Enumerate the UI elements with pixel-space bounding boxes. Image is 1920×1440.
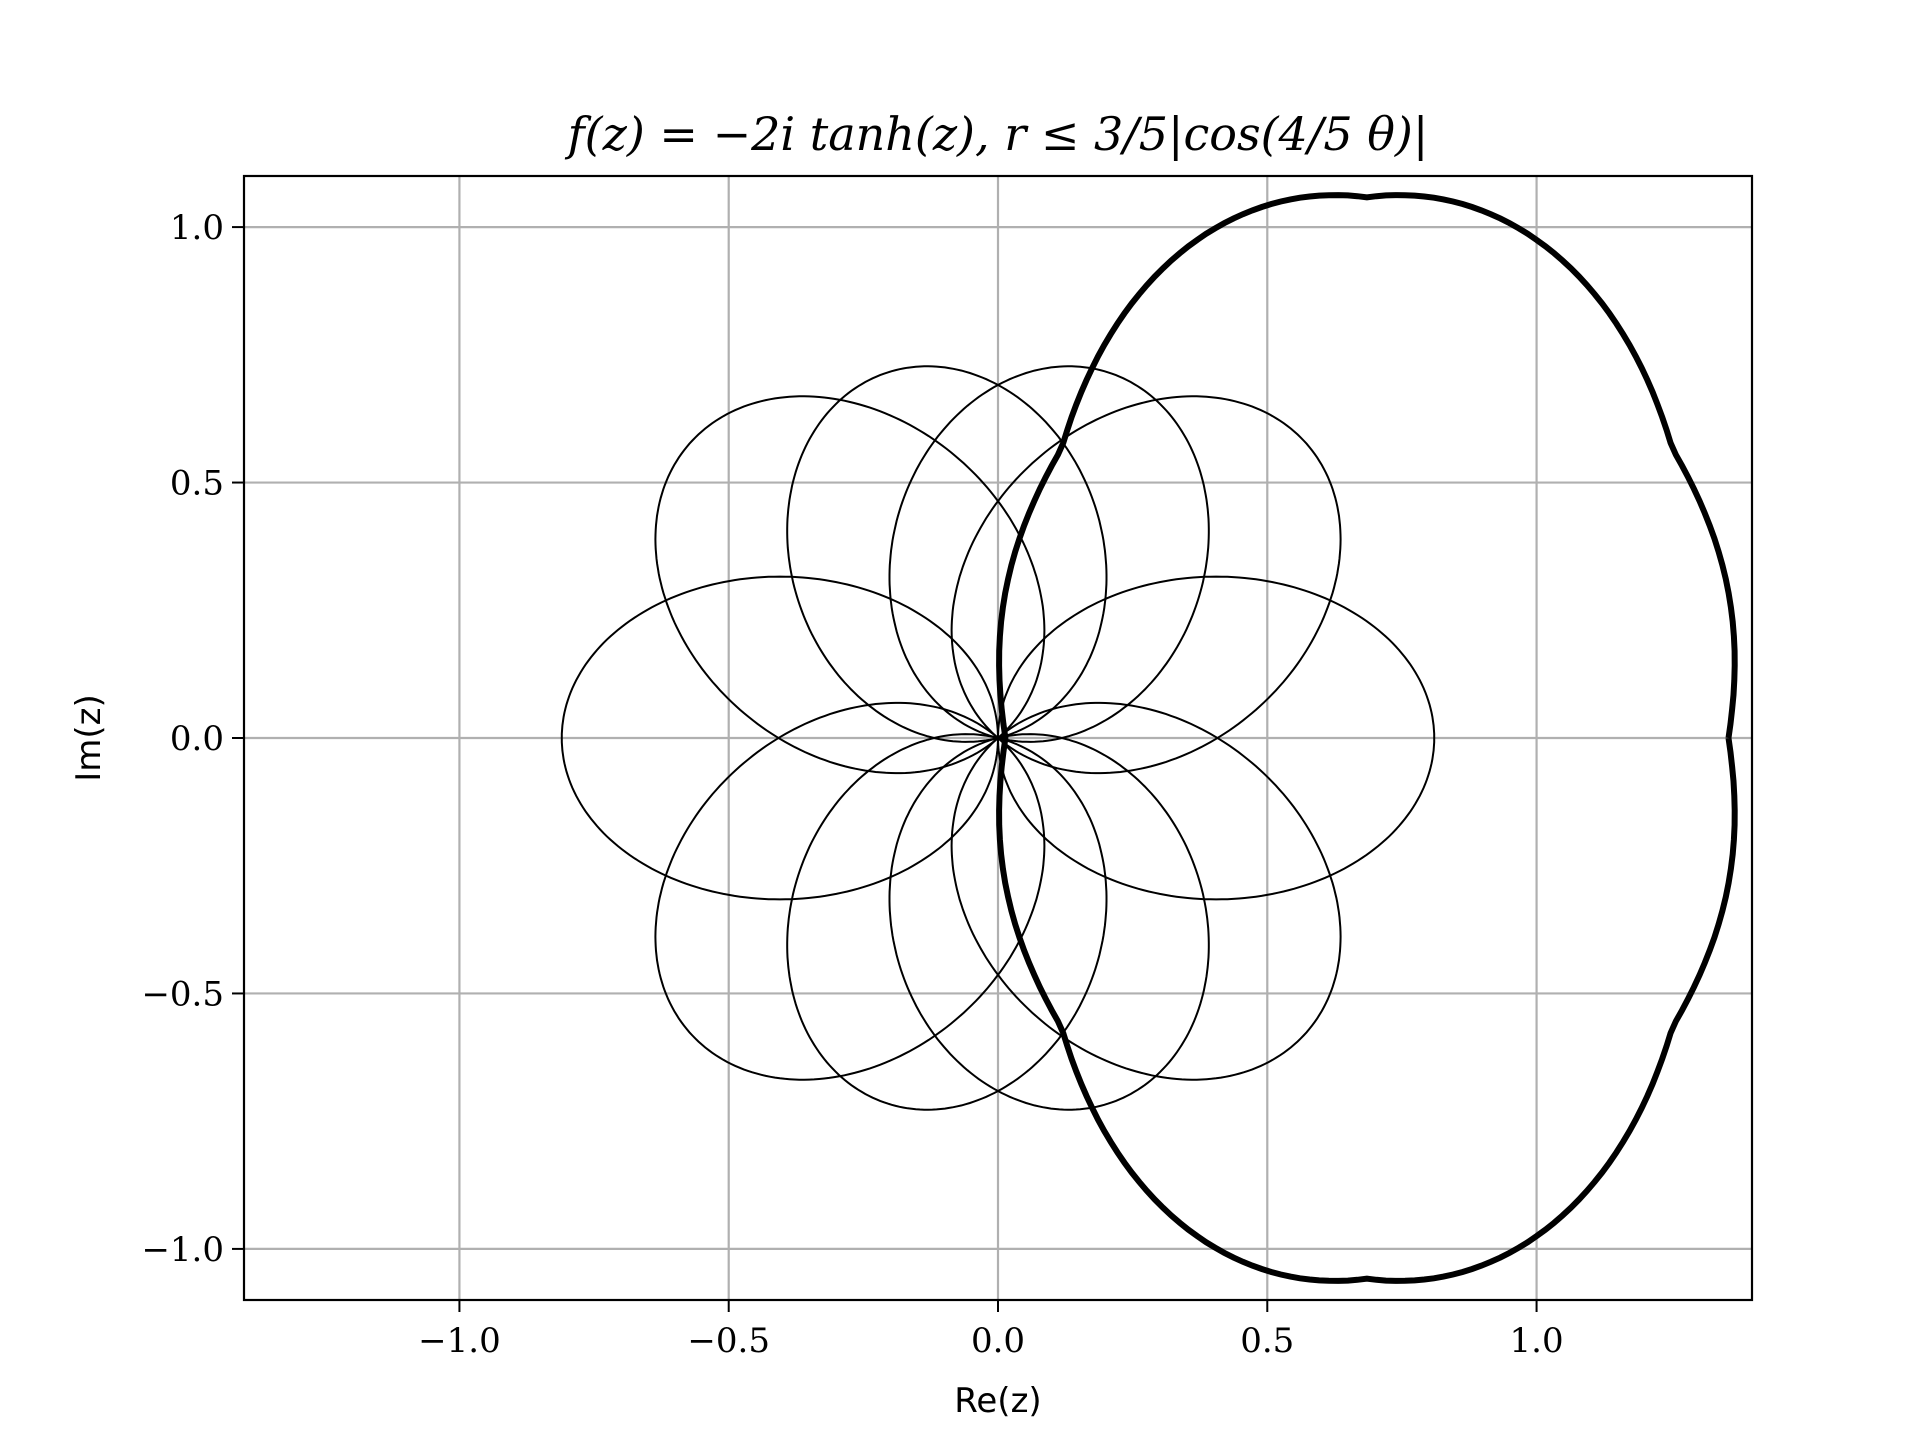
y-axis-label: Im(z) [69,694,109,782]
petal-loop-3 [888,365,1210,743]
y-tick-label: −1.0 [141,1230,224,1270]
outer-boundary-curve [996,192,1738,1284]
x-tick-label: −0.5 [687,1321,770,1361]
petal-loop-4 [786,365,1108,743]
x-tick-label: −1.0 [418,1321,501,1361]
grid [244,176,1752,1300]
x-tick-label: 1.0 [1510,1321,1564,1361]
chart-title: f(z) = −2i tanh(z), r ≤ 3/5|cos(4/5 θ)| [565,107,1429,161]
ticks: −1.0 −0.5 0.0 0.5 1.0 −1.0 −0.5 0.0 0.5 1.0 [141,208,1563,1361]
petal-loop-9 [888,733,1210,1111]
y-tick-label: 0.5 [170,464,224,504]
y-tick-label: −0.5 [141,974,224,1014]
x-axis-label: Re(z) [954,1381,1041,1421]
petal-loop-8 [786,733,1108,1111]
y-tick-label: 0.0 [170,719,224,759]
x-tick-label: 0.0 [971,1321,1025,1361]
y-tick-label: 1.0 [170,208,224,248]
x-tick-label: 0.5 [1240,1321,1294,1361]
plot-area [560,192,1738,1284]
petal-loop-10 [950,701,1342,1081]
